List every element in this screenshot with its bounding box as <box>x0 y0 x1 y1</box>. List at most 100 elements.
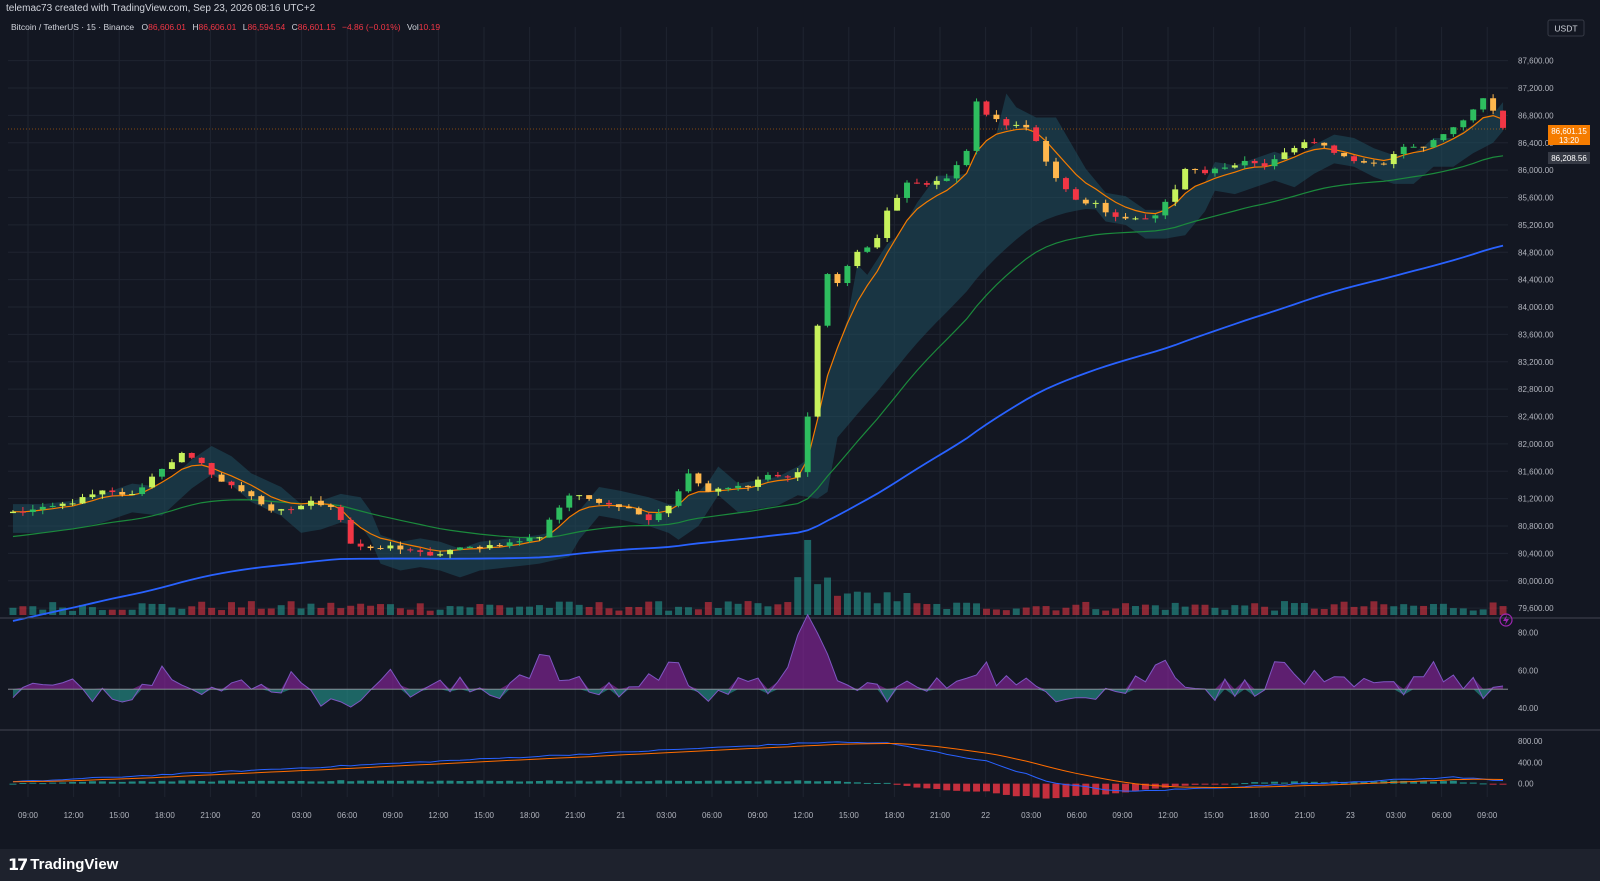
volume-bar <box>287 601 295 615</box>
volume-bar <box>406 609 414 615</box>
candle-body <box>715 488 722 492</box>
macd-histogram-bar <box>953 783 961 791</box>
macd-pane <box>9 741 1507 799</box>
candle-body <box>198 457 205 464</box>
macd-histogram-bar <box>59 782 67 784</box>
macd-histogram-bar <box>168 781 176 784</box>
volume-bar <box>436 609 444 615</box>
time-tick-label: 23 <box>1346 811 1355 820</box>
volume-bar <box>1241 605 1249 615</box>
chart-svg[interactable]: 87,600.00 87,200.00 86,800.00 86,400.00 86,0… <box>0 17 1600 849</box>
macd-histogram-bar <box>506 780 514 784</box>
macd-histogram-bar <box>1251 782 1259 784</box>
macd-histogram-bar <box>208 781 216 784</box>
candle-body <box>1291 147 1298 153</box>
candle-body <box>188 452 195 458</box>
volume-bar <box>257 608 265 615</box>
currency-label[interactable]: USDT <box>1554 24 1577 34</box>
cloud-band <box>12 93 1504 578</box>
volume-bar <box>883 592 891 615</box>
legend-line: Bitcoin / TetherUS · 15 · Binance O86,60… <box>11 22 440 32</box>
volume-bar <box>1231 605 1239 615</box>
macd-histogram-bar <box>963 783 971 792</box>
volume-bar <box>317 607 325 615</box>
macd-histogram-bar <box>973 783 981 792</box>
macd-histogram-bar <box>98 781 106 784</box>
price-tick-label: 83,600.00 <box>1518 330 1554 339</box>
volume-bar <box>247 601 255 615</box>
tradingview-logo[interactable]: 17 TradingView <box>8 855 118 874</box>
candle-body <box>933 180 940 185</box>
macd-histogram-bar <box>367 780 375 784</box>
volume-bar <box>1042 606 1050 615</box>
macd-histogram-bar <box>1310 781 1318 784</box>
time-axis: 09:00 12:00 15:00 18:00 21:00 20 03:00 06:00 09:… <box>18 811 1498 820</box>
volume-bar <box>704 602 712 615</box>
volume-bar <box>1211 607 1219 615</box>
macd-histogram-bar <box>565 781 573 784</box>
macd-histogram-bar <box>903 783 911 786</box>
volume-bar <box>188 606 196 615</box>
legend-vol-value: 10.19 <box>419 22 441 32</box>
currency-button[interactable]: USDT <box>1547 19 1585 37</box>
volume-bar <box>98 610 106 615</box>
rsi-tick-label: 80.00 <box>1518 628 1539 637</box>
volume-bar <box>396 608 404 615</box>
candle-body <box>1211 168 1218 174</box>
macd-histogram-bar <box>1410 781 1418 784</box>
candle-body <box>824 274 831 326</box>
time-tick-label: 06:00 <box>1432 811 1453 820</box>
candle-body <box>983 101 990 115</box>
candle-body <box>129 494 136 496</box>
candle-body <box>1132 218 1139 220</box>
candle-body <box>844 266 851 284</box>
volume-bar <box>873 603 881 615</box>
candle-body <box>1470 109 1477 121</box>
volume-bar <box>377 604 384 615</box>
volume-bar <box>307 603 315 615</box>
candle-body <box>218 474 225 482</box>
macd-histogram-bar <box>456 781 464 784</box>
time-tick-label: 12:00 <box>428 811 449 820</box>
volume-bar <box>724 601 732 615</box>
candle-body <box>794 472 801 478</box>
volume-bar <box>1300 603 1308 615</box>
volume-bar <box>138 603 146 615</box>
volume-bar <box>118 609 126 615</box>
macd-histogram-bar <box>684 780 692 784</box>
macd-histogram-bar <box>595 780 603 784</box>
macd-histogram-bar <box>1449 780 1457 784</box>
volume-bar <box>208 607 216 615</box>
time-tick-label: 15:00 <box>839 811 860 820</box>
candle-body <box>625 507 632 509</box>
macd-tick-label: 800.00 <box>1518 737 1543 746</box>
macd-histogram-bar <box>1012 783 1020 797</box>
price-tick-label: 82,400.00 <box>1518 413 1554 422</box>
candle-body <box>526 537 533 542</box>
alert-bolt-icon[interactable] <box>1499 613 1513 627</box>
candle-body <box>606 502 612 505</box>
macd-histogram-bar <box>1320 782 1328 784</box>
legend-close-value: 86,601.15 <box>298 22 336 32</box>
volume-bar <box>1489 602 1497 615</box>
time-tick-label: 21:00 <box>930 811 951 820</box>
volume-bar <box>814 584 822 615</box>
candle-body <box>1500 110 1507 128</box>
candle-body <box>864 247 871 252</box>
macd-histogram-bar <box>1072 783 1080 796</box>
pane-separators <box>0 617 1600 731</box>
macd-histogram-bar <box>1211 783 1219 785</box>
macd-signal-line <box>12 742 1504 789</box>
macd-histogram-bar <box>774 781 782 784</box>
chart-area[interactable]: 87,600.00 87,200.00 86,800.00 86,400.00 86,0… <box>0 17 1600 849</box>
candle-body <box>1400 146 1407 155</box>
macd-histogram-bar <box>1271 781 1279 784</box>
candle-body <box>1092 202 1099 204</box>
macd-histogram-bar <box>555 780 563 784</box>
candle-body <box>1341 152 1348 157</box>
macd-histogram-bar <box>665 780 673 784</box>
candle-body <box>1420 146 1427 148</box>
candle-body <box>953 165 960 179</box>
candle-body <box>496 545 503 547</box>
candle-body <box>268 504 275 511</box>
